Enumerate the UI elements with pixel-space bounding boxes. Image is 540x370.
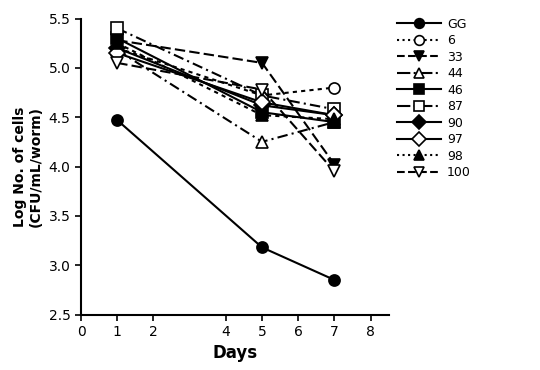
X-axis label: Days: Days [212,344,258,363]
Legend: GG, 6, 33, 44, 46, 87, 90, 97, 98, 100: GG, 6, 33, 44, 46, 87, 90, 97, 98, 100 [392,13,476,184]
Y-axis label: Log No. of cells
(CFU/mL/worm): Log No. of cells (CFU/mL/worm) [13,106,43,227]
